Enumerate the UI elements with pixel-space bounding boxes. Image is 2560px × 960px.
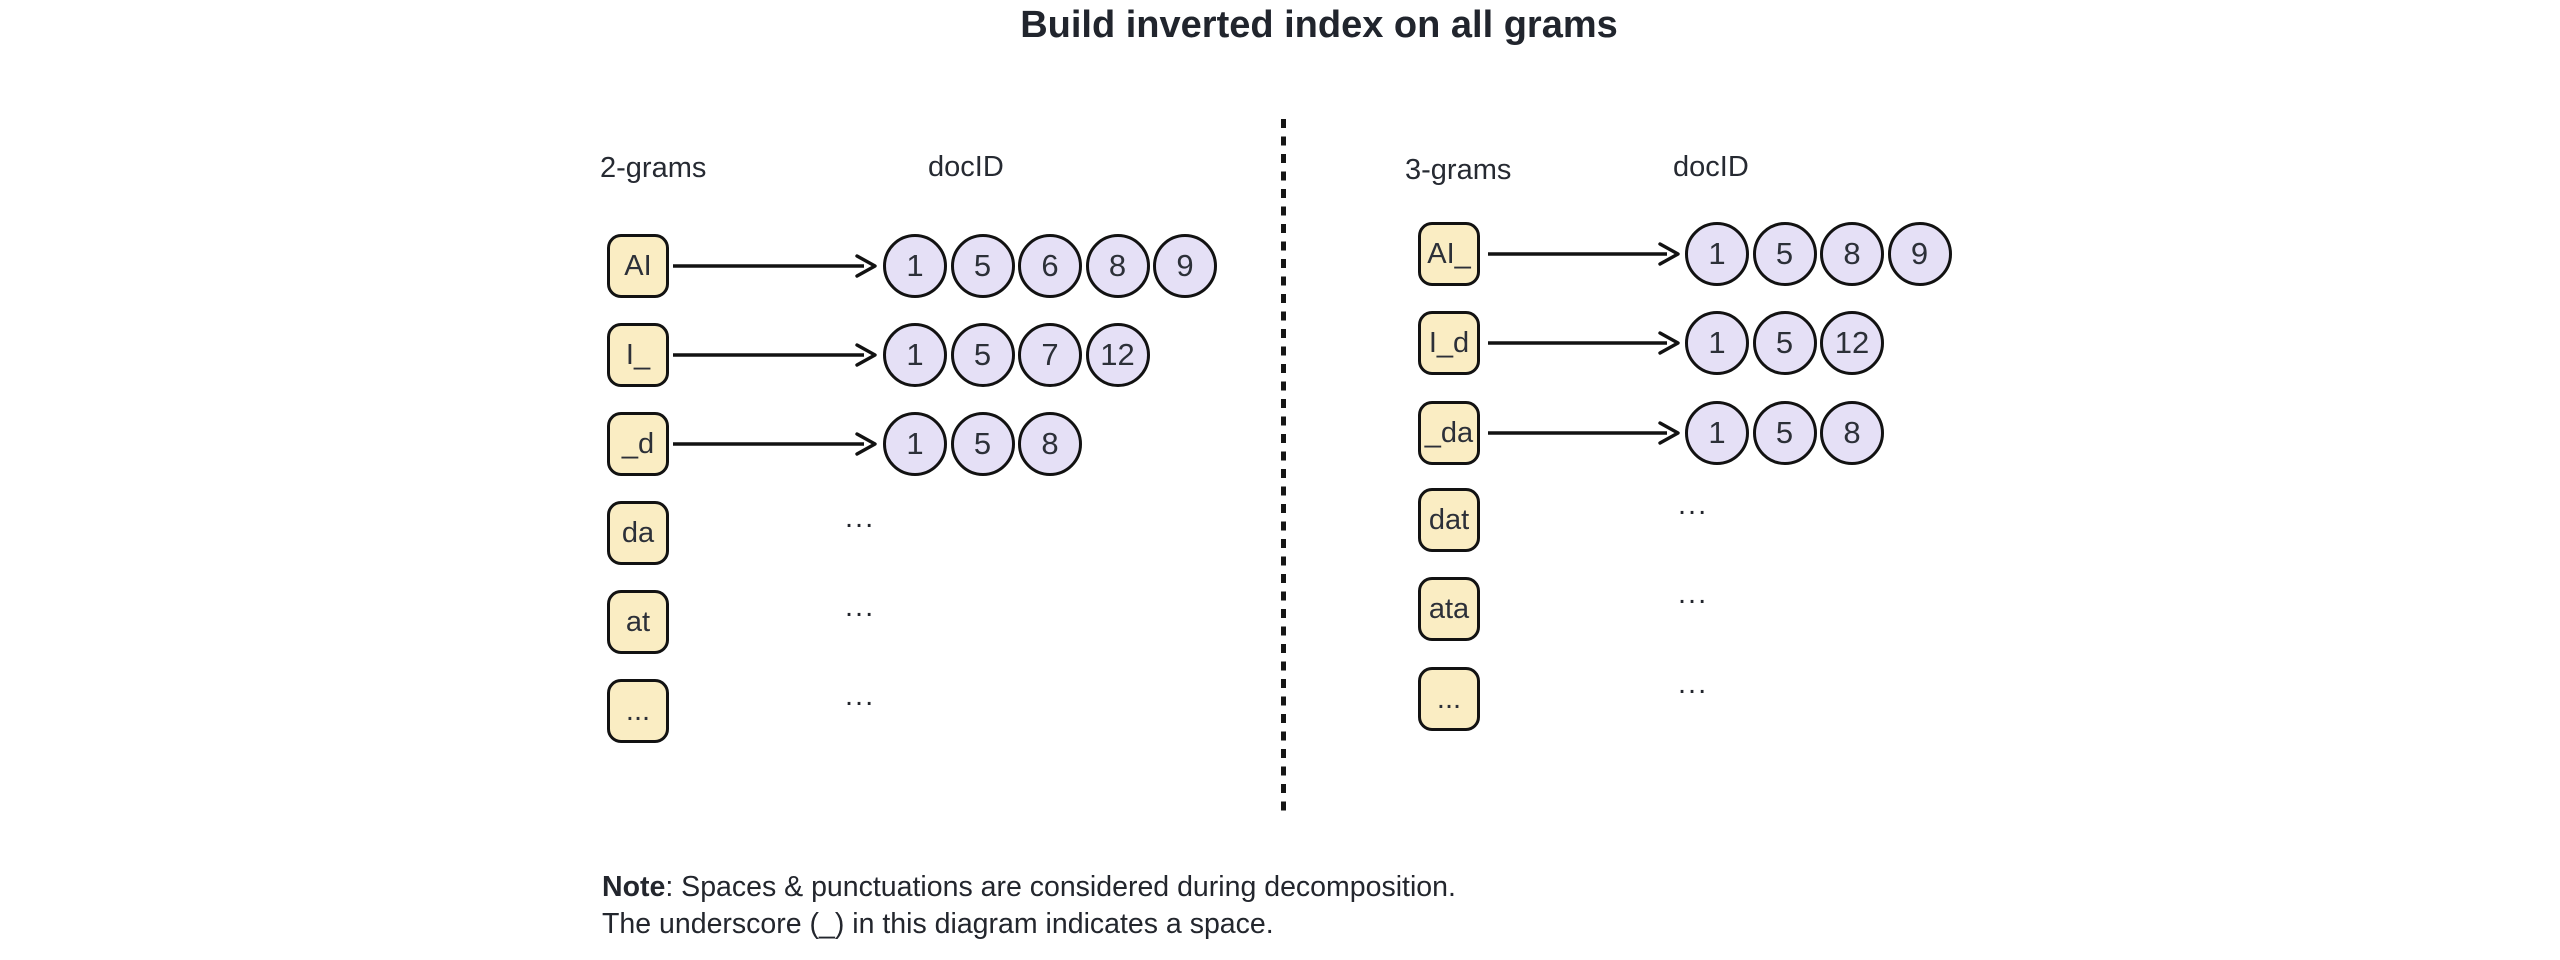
docid-ellipsis: ... xyxy=(1678,578,1709,610)
section-divider xyxy=(1281,119,1286,819)
gram-column-header: 2-grams xyxy=(600,152,707,184)
docid-value: 5 xyxy=(973,426,992,461)
gram-box-label: AI_ xyxy=(1427,237,1471,270)
docid-value: 1 xyxy=(906,248,924,283)
gram-box: AI xyxy=(607,234,669,298)
docid-circle: 12 xyxy=(1820,311,1884,375)
docid-circle: 1 xyxy=(883,323,947,387)
docid-circle: 5 xyxy=(950,234,1015,298)
gram-box: I_ xyxy=(607,323,669,387)
gram-box: ata xyxy=(1418,577,1480,641)
gram-box: _d xyxy=(607,412,669,476)
docid-value: 5 xyxy=(1775,415,1794,450)
docid-value: 1 xyxy=(906,337,924,372)
docid-circle: 9 xyxy=(1153,234,1217,298)
docid-ellipsis: ... xyxy=(845,502,876,534)
arrow-icon xyxy=(1488,421,1680,445)
gram-box-label: I_d xyxy=(1428,326,1470,359)
docid-ellipsis: ... xyxy=(1678,489,1709,521)
gram-box: ... xyxy=(1418,667,1480,731)
docid-value: 9 xyxy=(1176,248,1194,283)
docid-circle: 1 xyxy=(1685,222,1749,286)
docid-circle: 5 xyxy=(950,323,1015,387)
docid-value: 1 xyxy=(906,426,924,461)
docid-circle: 1 xyxy=(1685,311,1749,375)
docid-circle: 7 xyxy=(1018,323,1082,387)
arrow-icon xyxy=(1488,331,1680,355)
docid-value: 12 xyxy=(1100,337,1135,372)
docid-circle: 6 xyxy=(1018,234,1082,298)
gram-box-label: ... xyxy=(1436,682,1462,715)
docid-value: 8 xyxy=(1041,426,1059,461)
note-label: Note xyxy=(602,871,666,903)
gram-box: da xyxy=(607,501,669,565)
gram-box-label: da xyxy=(621,516,655,549)
docid-circle: 8 xyxy=(1085,234,1150,298)
docid-ellipsis: ... xyxy=(1678,668,1709,700)
docid-column-header: docID xyxy=(928,151,1004,183)
docid-circle: 1 xyxy=(883,412,947,476)
gram-box: AI_ xyxy=(1418,222,1480,286)
gram-box-label: ... xyxy=(625,694,651,727)
gram-column-header: 3-grams xyxy=(1405,154,1512,186)
note-text: Note: Spaces & punctuations are consider… xyxy=(602,869,1456,943)
docid-ellipsis: ... xyxy=(845,591,876,623)
docid-value: 6 xyxy=(1041,248,1059,283)
docid-value: 8 xyxy=(1843,236,1861,271)
docid-circle: 5 xyxy=(1752,311,1817,375)
arrow-icon xyxy=(673,343,877,367)
gram-box-label: _da xyxy=(1424,416,1474,449)
gram-box-label: _d xyxy=(621,427,655,460)
docid-circle: 8 xyxy=(1820,401,1884,465)
docid-ellipsis: ... xyxy=(845,680,876,712)
gram-box: I_d xyxy=(1418,311,1480,375)
docid-circle: 5 xyxy=(1752,401,1817,465)
docid-value: 1 xyxy=(1708,236,1726,271)
gram-box-label: dat xyxy=(1428,503,1470,536)
docid-value: 1 xyxy=(1708,415,1726,450)
note-line1: : Spaces & punctuations are considered d… xyxy=(665,871,1456,903)
docid-value: 9 xyxy=(1910,236,1929,271)
docid-value: 5 xyxy=(1775,236,1794,271)
gram-box: ... xyxy=(607,679,669,743)
docid-circle: 5 xyxy=(950,412,1015,476)
docid-value: 1 xyxy=(1708,325,1726,360)
docid-value: 5 xyxy=(973,248,992,283)
docid-circle: 9 xyxy=(1887,222,1952,286)
arrow-icon xyxy=(673,254,877,278)
gram-box: at xyxy=(607,590,669,654)
gram-box-label: ata xyxy=(1428,592,1470,625)
page-title: Build inverted index on all grams xyxy=(1020,4,1618,46)
gram-box-label: AI xyxy=(624,249,652,282)
docid-value: 8 xyxy=(1843,415,1861,450)
docid-circle: 12 xyxy=(1085,323,1150,387)
gram-box: _da xyxy=(1418,401,1480,465)
note-line2: The underscore (_) in this diagram indic… xyxy=(602,908,1274,940)
docid-circle: 8 xyxy=(1820,222,1884,286)
docid-value: 8 xyxy=(1108,248,1127,283)
gram-box: dat xyxy=(1418,488,1480,552)
docid-value: 5 xyxy=(973,337,992,372)
docid-value: 12 xyxy=(1834,325,1870,360)
docid-circle: 1 xyxy=(1685,401,1749,465)
docid-circle: 8 xyxy=(1018,412,1082,476)
arrow-icon xyxy=(1488,242,1680,266)
gram-box-label: I_ xyxy=(625,338,651,371)
docid-value: 5 xyxy=(1775,325,1794,360)
docid-value: 7 xyxy=(1041,337,1059,372)
docid-circle: 1 xyxy=(883,234,947,298)
docid-column-header: docID xyxy=(1673,151,1749,183)
arrow-icon xyxy=(673,432,877,456)
docid-circle: 5 xyxy=(1752,222,1817,286)
gram-box-label: at xyxy=(625,605,651,638)
